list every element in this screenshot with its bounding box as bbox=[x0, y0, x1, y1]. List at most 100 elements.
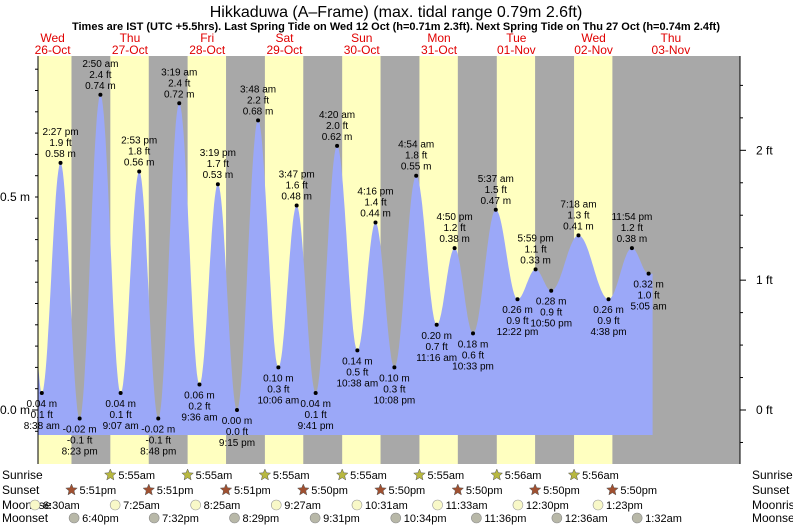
moonset-icon bbox=[551, 512, 563, 524]
high-tide-label: 4:16 pm bbox=[357, 187, 393, 198]
sunset-icon bbox=[65, 483, 78, 496]
high-tide-label: 1.2 ft bbox=[621, 223, 643, 234]
y-axes: 0.0 m 0.5 m 0 ft 1 ft 2 ft bbox=[0, 68, 773, 443]
day-name-label: Tue bbox=[506, 31, 527, 45]
low-tide-label: 0.5 ft bbox=[346, 367, 368, 378]
low-tide-label: -0.02 m bbox=[63, 425, 97, 436]
high-tide-label: 0.55 m bbox=[401, 162, 432, 173]
sunset-icon bbox=[219, 483, 233, 496]
sunset-time: 5:50pm bbox=[466, 485, 503, 497]
low-tide-label: 9:07 am bbox=[103, 421, 139, 432]
low-tide-point bbox=[355, 348, 360, 353]
low-tide-label: 0.18 m bbox=[458, 339, 489, 350]
low-tide-label: 0.26 m bbox=[593, 305, 624, 316]
low-tide-label: 8:23 pm bbox=[62, 447, 98, 458]
row-label-left: Moonrise bbox=[2, 498, 52, 512]
sunrise-icon bbox=[413, 468, 426, 481]
low-tide-point bbox=[276, 365, 281, 370]
sunrise-time: 5:56am bbox=[582, 470, 619, 482]
high-tide-label: 2.4 ft bbox=[89, 70, 111, 81]
low-tide-label: 5:05 am bbox=[631, 302, 667, 313]
high-tide-label: 1.1 ft bbox=[524, 244, 546, 255]
low-tide-label: 10:38 am bbox=[337, 378, 379, 389]
day-name-label: Wed bbox=[581, 31, 605, 45]
day-date-label: 26-Oct bbox=[35, 43, 72, 57]
low-tide-label: 0.26 m bbox=[502, 305, 533, 316]
low-tide-point bbox=[471, 331, 476, 336]
row-label-right: Sunset bbox=[752, 483, 790, 497]
high-tide-label: 0.58 m bbox=[45, 149, 76, 160]
sunset-time: 5:51pm bbox=[234, 485, 271, 497]
day-name-label: Sat bbox=[275, 31, 294, 45]
sunrise-time: 5:55am bbox=[427, 470, 464, 482]
high-tide-label: 0.74 m bbox=[85, 81, 116, 92]
day-name-label: Fri bbox=[200, 31, 214, 45]
moonset-icon bbox=[471, 512, 482, 524]
moonrise-icon bbox=[351, 499, 363, 511]
high-tide-point bbox=[177, 101, 182, 106]
high-tide-label: 2.2 ft bbox=[247, 95, 269, 106]
low-tide-label: 0.20 m bbox=[421, 331, 452, 342]
moonset-time: 9:31pm bbox=[323, 513, 360, 525]
day-date-label: 03-Nov bbox=[652, 43, 691, 57]
high-tide-label: 0.38 m bbox=[439, 234, 470, 245]
low-tide-point bbox=[606, 297, 611, 302]
low-tide-label: 0.3 ft bbox=[383, 384, 405, 395]
moonrise-icon bbox=[270, 499, 282, 511]
high-tide-label: 0.56 m bbox=[124, 157, 155, 168]
sunrise-time: 5:55am bbox=[273, 470, 310, 482]
row-label-left: Sunset bbox=[2, 483, 40, 497]
low-tide-point bbox=[156, 416, 161, 421]
moonset-icon bbox=[148, 512, 160, 524]
low-tide-label: -0.1 ft bbox=[67, 436, 93, 447]
low-tide-label: 0.9 ft bbox=[540, 308, 562, 319]
y-left-tick-label: 0.5 m bbox=[0, 190, 30, 204]
high-tide-point bbox=[98, 92, 103, 97]
day-date-label: 01-Nov bbox=[497, 43, 536, 57]
moonset-time: 6:40pm bbox=[82, 513, 119, 525]
high-tide-point bbox=[373, 220, 378, 225]
high-tide-point bbox=[294, 203, 299, 208]
moonrise-time: 12:30pm bbox=[526, 500, 569, 512]
low-tide-label: 0.7 ft bbox=[426, 342, 448, 353]
y-right-tick-label: 1 ft bbox=[756, 273, 773, 287]
low-tide-point bbox=[434, 322, 439, 327]
moonrise-icon bbox=[432, 499, 443, 511]
low-tide-point bbox=[646, 271, 651, 276]
high-tide-label: 1.9 ft bbox=[49, 138, 71, 149]
row-label-left: Moonset bbox=[2, 511, 49, 525]
sunrise-time: 5:55am bbox=[118, 470, 155, 482]
high-tide-point bbox=[452, 246, 457, 251]
low-tide-label: 8:38 am bbox=[24, 421, 60, 432]
low-tide-point bbox=[515, 297, 520, 302]
high-tide-label: 2:50 am bbox=[82, 59, 118, 70]
chart-subtitle: Times are IST (UTC +5.5hrs). Last Spring… bbox=[72, 21, 720, 33]
moonrise-icon bbox=[29, 499, 41, 511]
low-tide-point bbox=[197, 382, 202, 387]
high-tide-label: 3:19 am bbox=[161, 67, 197, 78]
low-tide-label: 0.1 ft bbox=[31, 410, 53, 421]
sunrise-icon bbox=[335, 468, 349, 481]
low-tide-point bbox=[549, 288, 554, 293]
low-tide-label: 9:36 am bbox=[181, 412, 217, 423]
sunset-icon bbox=[451, 483, 465, 496]
moonrise-time: 7:25am bbox=[123, 500, 160, 512]
low-tide-label: 1.0 ft bbox=[637, 291, 659, 302]
low-tide-label: 0.04 m bbox=[105, 399, 136, 410]
sunrise-icon bbox=[567, 468, 581, 481]
high-tide-point bbox=[335, 143, 340, 148]
sunrise-icon bbox=[258, 468, 272, 481]
day-name-label: Sun bbox=[351, 31, 372, 45]
low-tide-label: 8:48 pm bbox=[140, 447, 176, 458]
moonset-time: 11:36pm bbox=[484, 513, 526, 525]
moonrise-icon bbox=[109, 499, 121, 511]
sunset-time: 5:50pm bbox=[311, 485, 348, 497]
row-label-left: Sunrise bbox=[2, 468, 43, 482]
high-tide-label: 0.47 m bbox=[480, 196, 511, 207]
moonset-time: 10:34pm bbox=[404, 513, 447, 525]
sunset-time: 5:50pm bbox=[620, 485, 657, 497]
low-tide-point bbox=[77, 416, 82, 421]
high-tide-label: 2.4 ft bbox=[168, 78, 190, 89]
day-date-label: 27-Oct bbox=[112, 43, 149, 57]
low-tide-label: 0.10 m bbox=[379, 373, 410, 384]
